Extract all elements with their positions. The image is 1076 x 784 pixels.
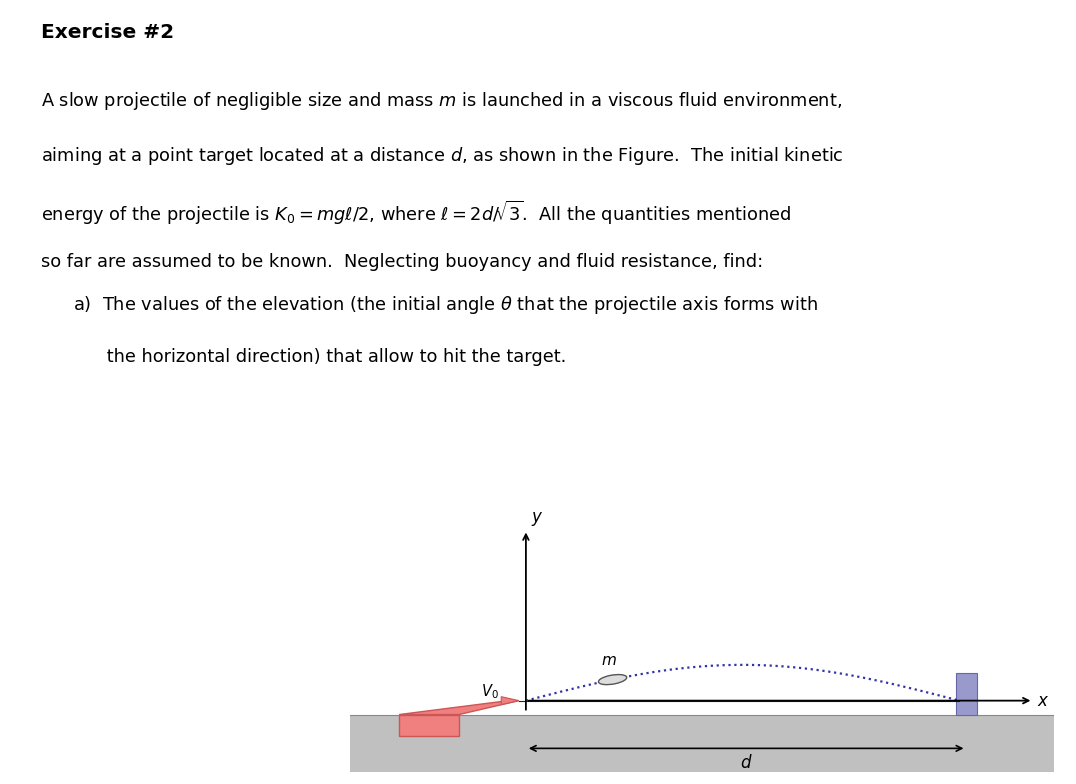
Text: a)  The values of the elevation (the initial angle $\theta$ that the projectile : a) The values of the elevation (the init… [73,293,818,315]
Text: $y$: $y$ [530,510,543,528]
Text: $x$: $x$ [1037,691,1049,710]
Text: $m$: $m$ [601,653,617,669]
Text: aiming at a point target located at a distance $d$, as shown in the Figure.  The: aiming at a point target located at a di… [41,144,844,166]
Bar [955,673,977,714]
Bar [350,714,1054,772]
Bar [399,714,459,736]
Text: the horizontal direction) that allow to hit the target.: the horizontal direction) that allow to … [73,348,566,365]
Text: $d$: $d$ [740,754,752,772]
Text: $V_0$: $V_0$ [481,683,499,701]
Ellipse shape [598,674,626,684]
Text: so far are assumed to be known.  Neglecting buoyancy and fluid resistance, find:: so far are assumed to be known. Neglecti… [41,253,763,271]
Polygon shape [501,697,519,705]
Text: A slow projectile of negligible size and mass $m$ is launched in a viscous fluid: A slow projectile of negligible size and… [41,90,843,112]
Polygon shape [399,701,519,714]
Text: energy of the projectile is $K_0 = mg\ell/2$, where $\ell = 2d/\!\sqrt{3}$.  All: energy of the projectile is $K_0 = mg\el… [41,198,791,227]
Text: Exercise #2: Exercise #2 [41,23,174,42]
